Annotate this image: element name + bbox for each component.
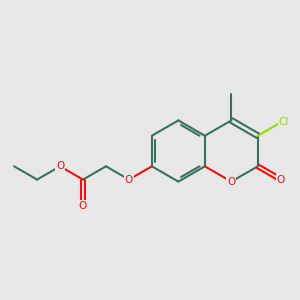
Text: O: O [79,201,87,211]
Text: O: O [125,175,133,184]
Text: O: O [277,175,285,184]
Text: O: O [56,161,64,171]
Text: O: O [227,177,236,187]
Text: Cl: Cl [279,118,289,128]
